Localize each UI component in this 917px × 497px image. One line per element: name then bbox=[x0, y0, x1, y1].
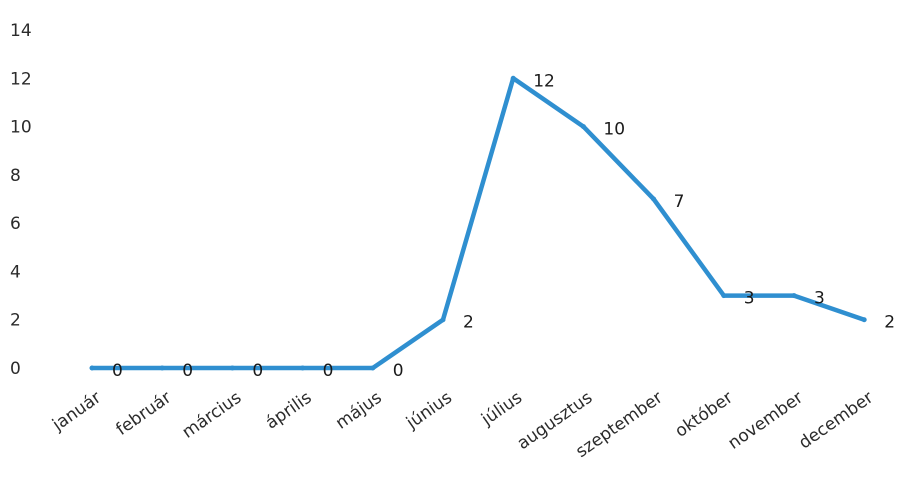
y-tick-label: 10 bbox=[10, 118, 32, 138]
y-tick-label: 12 bbox=[10, 69, 32, 89]
data-point bbox=[159, 365, 165, 371]
data-label: 0 bbox=[182, 361, 193, 381]
x-tick-label: december bbox=[795, 388, 877, 454]
x-tick-label: május bbox=[332, 388, 386, 434]
data-point bbox=[580, 124, 586, 130]
data-label: 0 bbox=[252, 361, 263, 381]
data-points bbox=[89, 75, 867, 371]
data-label: 2 bbox=[884, 313, 895, 333]
data-label: 2 bbox=[463, 313, 474, 333]
data-label: 12 bbox=[533, 71, 555, 91]
data-label: 10 bbox=[603, 120, 625, 140]
x-tick-label: november bbox=[725, 388, 807, 454]
y-tick-label: 6 bbox=[10, 214, 21, 234]
data-labels: 0 0 0 0 0 2 12 10 7 3 3 2 bbox=[112, 71, 895, 381]
data-label: 0 bbox=[323, 361, 334, 381]
y-tick-label: 8 bbox=[10, 166, 21, 186]
x-tick-label: július bbox=[477, 388, 526, 431]
x-axis-ticks: január február március április május június jú… bbox=[48, 388, 877, 462]
x-tick-label: március bbox=[179, 388, 246, 443]
x-tick-label: február bbox=[112, 388, 175, 440]
data-point bbox=[440, 317, 446, 323]
data-label: 0 bbox=[112, 361, 123, 381]
y-tick-label: 0 bbox=[10, 359, 21, 379]
data-point bbox=[861, 317, 867, 323]
series-line bbox=[89, 76, 867, 371]
y-tick-label: 4 bbox=[10, 262, 21, 282]
data-point bbox=[370, 365, 376, 371]
data-point bbox=[791, 293, 797, 299]
y-tick-label: 14 bbox=[10, 21, 32, 41]
data-point bbox=[510, 75, 516, 81]
data-label: 0 bbox=[393, 361, 404, 381]
data-label: 3 bbox=[814, 289, 825, 309]
data-point bbox=[721, 293, 727, 299]
x-tick-label: január bbox=[48, 388, 105, 436]
data-point bbox=[89, 365, 95, 371]
data-label: 3 bbox=[744, 289, 755, 309]
x-tick-label: június bbox=[402, 388, 456, 434]
data-label: 7 bbox=[674, 192, 685, 212]
data-point bbox=[300, 365, 306, 371]
data-point bbox=[651, 196, 657, 202]
x-tick-label: április bbox=[262, 388, 316, 434]
y-tick-label: 2 bbox=[10, 311, 21, 331]
data-point bbox=[229, 365, 235, 371]
y-axis-ticks: 0 2 4 6 8 10 12 14 bbox=[10, 21, 32, 379]
x-tick-label: október bbox=[671, 388, 736, 442]
